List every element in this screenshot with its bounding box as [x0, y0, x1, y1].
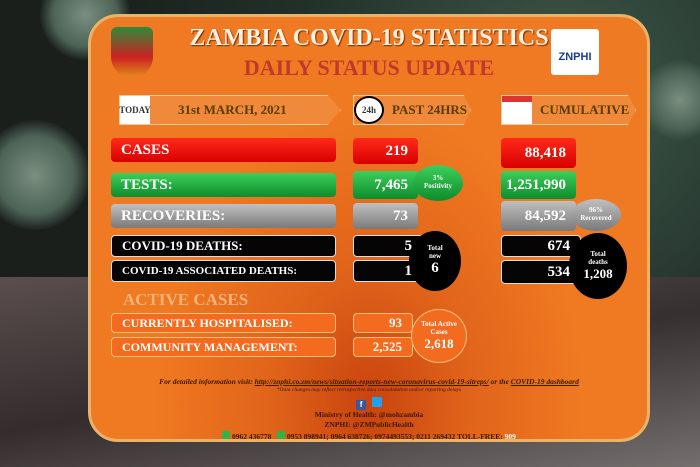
cases-cumulative: 88,418 [501, 138, 576, 168]
tests-past: 7,465 [353, 171, 418, 199]
hospitalised-label: CURRENTLY HOSPITALISED: [111, 313, 336, 333]
total-deaths-value: 1,208 [583, 265, 613, 281]
total-new-label: Total [427, 244, 443, 253]
associated-deaths-label: COVID-19 ASSOCIATED DEATHS: [111, 260, 336, 282]
twitter-icon[interactable] [371, 397, 382, 407]
info-line: For detailed information visit: http://z… [91, 377, 647, 386]
total-new-label2: new [428, 251, 442, 260]
positivity-badge: 3% Positivity [413, 165, 463, 201]
hospitalised-value: 93 [353, 313, 413, 333]
cumulative-header: CUMULATIVE [501, 95, 636, 125]
deaths-cumulative: 674 [501, 235, 581, 257]
znphi-handle: ZNPHI: @ZMPublicHealth [324, 420, 414, 429]
phone-icon [277, 431, 286, 439]
associated-deaths-cumulative: 534 [501, 260, 581, 284]
total-new-value: 6 [431, 260, 439, 277]
info-mid: or the [490, 377, 509, 386]
positivity-value: 3% [432, 174, 444, 183]
tests-cumulative: 1,251,990 [501, 171, 576, 199]
recovered-pct: 96% [589, 206, 603, 215]
total-active-label: Total Active [421, 320, 457, 329]
total-new-badge: Total new 6 [409, 231, 461, 291]
whatsapp-icon [222, 431, 231, 439]
info-prefix: For detailed information visit: [159, 377, 253, 386]
associated-deaths-past: 1 [353, 260, 423, 282]
recoveries-cumulative: 84,592 [501, 201, 576, 231]
whatsapp-number: 0962 436778 [232, 432, 272, 441]
virus-bg [640, 60, 700, 140]
znphi-logo: ZNPHI [551, 29, 599, 75]
contact-line: 0962 436778 0953 898941; 0964 638726; 09… [91, 431, 647, 441]
cumulative-label: CUMULATIVE [540, 102, 630, 117]
recovered-label: Recovered [580, 214, 612, 222]
znphi-sitrep-link[interactable]: http://znphi.co.zm/news/situation-report… [254, 377, 489, 386]
calendar-today-icon: TODAY [119, 96, 151, 124]
cases-past: 219 [353, 138, 418, 164]
total-active-badge: Total Active Cases 2,618 [411, 309, 467, 363]
total-deaths-label2: deaths [588, 257, 608, 266]
toll-free-number: 909 [504, 432, 516, 441]
facebook-icon[interactable]: f [356, 400, 367, 410]
stats-panel: ZAMBIA COVID-19 STATISTICS DAILY STATUS … [88, 14, 650, 442]
positivity-label: Positivity [424, 182, 452, 190]
phone-numbers: 0953 898941; 0964 638726; 0974493553; 02… [286, 432, 503, 441]
page-title: ZAMBIA COVID-19 STATISTICS [189, 25, 549, 51]
deaths-label: COVID-19 DEATHS: [111, 235, 336, 257]
date-text: 31st MARCH, 2021 [178, 102, 287, 117]
zambia-coat-of-arms [111, 27, 153, 77]
calendar-icon [502, 96, 532, 124]
recoveries-label: RECOVERIES: [111, 204, 336, 228]
cases-label: CASES [111, 138, 336, 162]
active-cases-heading: ACTIVE CASES [123, 290, 249, 309]
recovered-badge: 96% Recovered [571, 199, 621, 231]
total-deaths-badge: Total deaths 1,208 [569, 233, 627, 299]
community-value: 2,525 [353, 337, 413, 357]
dashboard-link[interactable]: COVID-19 dashboard [510, 377, 579, 386]
past-24hrs-label: PAST 24HRS [392, 102, 468, 117]
clock-24h-icon: 24h [354, 96, 384, 124]
total-active-label2: Cases [430, 327, 448, 336]
recoveries-past: 73 [353, 203, 418, 229]
community-label: COMMUNITY MANAGEMENT: [111, 337, 336, 357]
past-24hrs-header: 24h PAST 24HRS [353, 95, 471, 125]
tests-label: TESTS: [111, 173, 336, 197]
deaths-past: 5 [353, 235, 423, 257]
virus-bg [0, 120, 90, 230]
total-deaths-label: Total [590, 250, 606, 259]
date-header: TODAY 31st MARCH, 2021 [119, 95, 341, 125]
ministry-handle: Ministry of Health: @mohzambia [314, 410, 424, 419]
social-icons: f [91, 397, 647, 410]
page-subtitle: DAILY STATUS UPDATE [243, 55, 495, 80]
data-note: *Data changes may reflect retrospective … [276, 387, 462, 393]
total-active-value: 2,618 [424, 335, 454, 351]
